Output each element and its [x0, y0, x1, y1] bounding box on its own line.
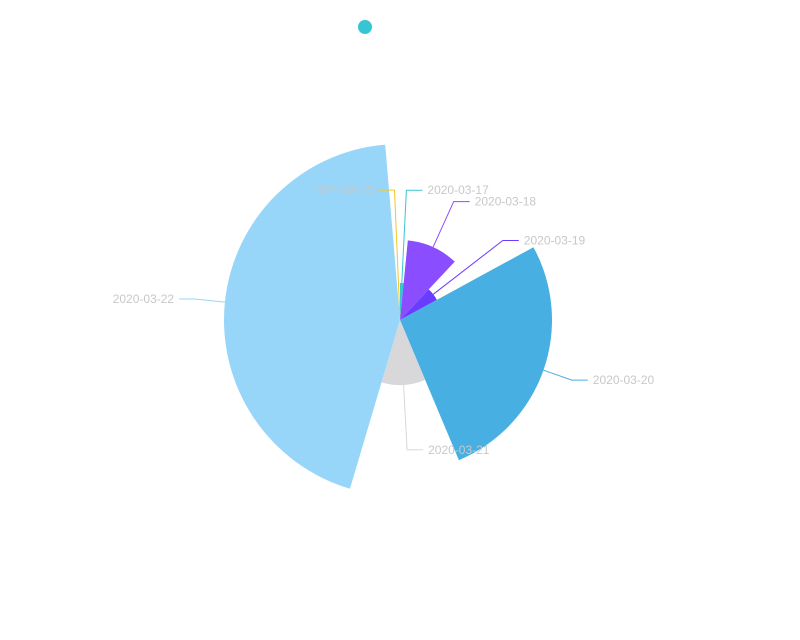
slice-label-2020-03-19: 2020-03-19	[524, 234, 586, 248]
slice-label-2020-03-23: 2020-03-23	[312, 183, 374, 197]
slice-2020-03-21[interactable]	[381, 320, 426, 386]
slice-2020-03-18[interactable]	[400, 240, 455, 320]
slice-label-2020-03-21: 2020-03-21	[428, 443, 490, 457]
slice-2020-03-17[interactable]	[400, 283, 404, 320]
label-line-2020-03-23	[378, 189, 401, 316]
legend[interactable]	[358, 20, 372, 34]
label-line-2020-03-20	[543, 369, 588, 381]
label-line-2020-03-17	[401, 189, 423, 284]
label-line-2020-03-19	[432, 240, 519, 295]
slice-2020-03-19[interactable]	[400, 289, 437, 320]
slice-label-2020-03-20: 2020-03-20	[593, 373, 655, 387]
label-line-2020-03-18	[432, 201, 470, 248]
slice-2020-03-20[interactable]	[400, 247, 553, 461]
label-line-2020-03-21	[403, 384, 424, 451]
label-line-2020-03-22	[179, 298, 225, 303]
slice-label-2020-03-22: 2020-03-22	[113, 292, 175, 306]
slice-label-2020-03-18: 2020-03-18	[475, 195, 537, 209]
slices	[223, 144, 553, 489]
legend-marker[interactable]	[358, 20, 372, 34]
slice-2020-03-22[interactable]	[223, 144, 400, 489]
slice-label-2020-03-17: 2020-03-17	[427, 183, 489, 197]
